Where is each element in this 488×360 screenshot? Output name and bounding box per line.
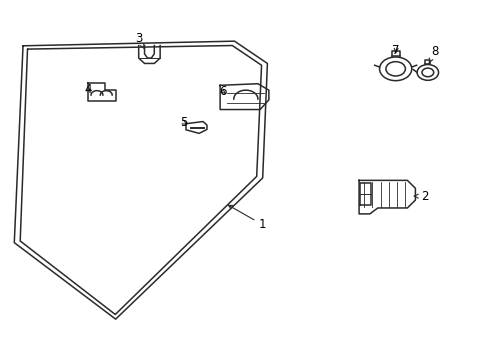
Text: 7: 7: [391, 44, 399, 57]
Text: 4: 4: [84, 83, 92, 96]
Text: 1: 1: [228, 205, 266, 231]
Text: 5: 5: [180, 116, 187, 129]
Text: 2: 2: [413, 190, 427, 203]
Text: 6: 6: [218, 85, 225, 98]
Text: 8: 8: [428, 45, 437, 63]
Text: 3: 3: [135, 32, 143, 48]
